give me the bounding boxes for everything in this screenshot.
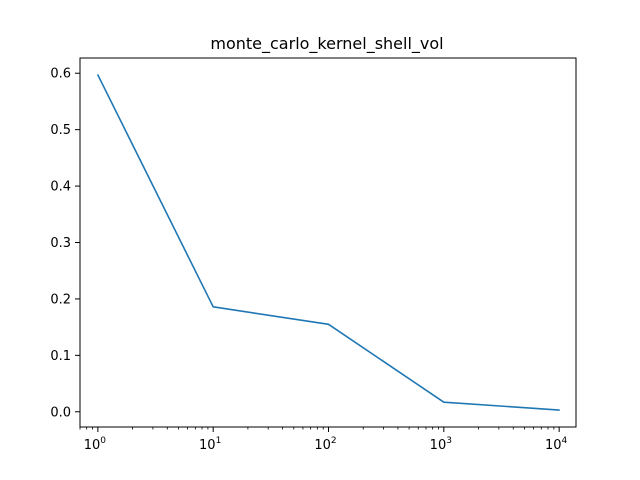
x-tick-exponent: 2 [331, 436, 337, 446]
x-tick-base: 10 [314, 438, 331, 453]
x-tick-label: 100 [84, 436, 107, 453]
axes-frame [79, 57, 577, 428]
y-tick-label: 0.6 [50, 67, 71, 82]
series-line [97, 74, 560, 411]
y-axis: 0.0 0.1 0.2 0.3 0.4 0.5 0.6 [50, 67, 80, 420]
x-axis: 100 101 102 103 104 [79, 427, 568, 453]
y-tick-label: 0.4 [50, 180, 71, 195]
x-tick-exponent: 4 [562, 436, 568, 446]
x-tick-exponent: 0 [100, 436, 106, 446]
x-tick-label: 102 [314, 436, 336, 453]
x-tick-label: 101 [199, 436, 221, 453]
y-tick-label: 0.0 [50, 405, 71, 420]
x-tick-base: 10 [430, 438, 447, 453]
series-group [97, 74, 560, 411]
x-tick-base: 10 [84, 438, 101, 453]
y-tick-label: 0.3 [50, 236, 71, 251]
chart-title: monte_carlo_kernel_shell_vol [210, 34, 443, 54]
x-tick-base: 10 [545, 438, 562, 453]
x-tick-base: 10 [199, 438, 216, 453]
x-tick-label: 104 [545, 436, 568, 453]
x-tick-exponent: 3 [446, 436, 452, 446]
plot-area [79, 57, 577, 428]
y-tick-label: 0.1 [50, 349, 71, 364]
x-tick-label: 103 [430, 436, 452, 453]
x-tick-exponent: 1 [216, 436, 222, 446]
y-tick-label: 0.5 [50, 123, 71, 138]
y-tick-label: 0.2 [50, 292, 71, 307]
